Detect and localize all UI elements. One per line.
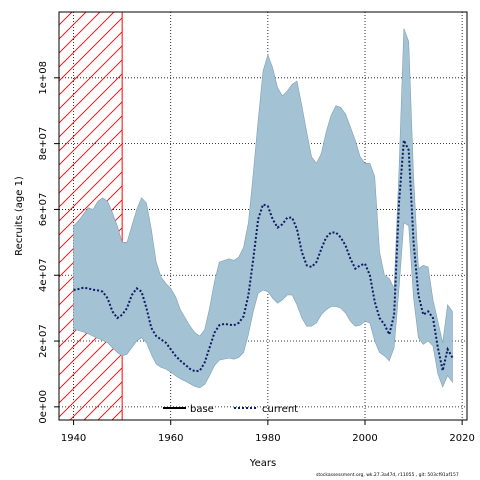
x-tick-label-1: 1960 (158, 433, 183, 444)
y-tick-label-1: 2e+07 (38, 324, 49, 358)
footer-credit: stockassessment.org, wk.27.3a47d, r11055… (316, 473, 459, 478)
y-tick-label-4: 8e+07 (38, 127, 49, 161)
x-tick-label-4: 2020 (449, 433, 474, 444)
y-tick-label-5: 1e+08 (38, 61, 49, 95)
x-axis-title: Years (249, 458, 276, 469)
series-line-layer (73, 136, 454, 373)
y-axis: 0e+00 2e+07 4e+07 6e+07 8e+07 1e+08 (38, 61, 59, 424)
y-tick-label-3: 6e+07 (38, 193, 49, 227)
series-line-current (73, 136, 454, 373)
x-tick-label-3: 2000 (352, 433, 377, 444)
legend-current-label: current (262, 404, 298, 415)
y-tick-label-2: 4e+07 (38, 258, 49, 292)
x-tick-label-0: 1940 (61, 433, 86, 444)
x-tick-label-2: 1980 (255, 433, 280, 444)
legend: base current (163, 404, 298, 415)
legend-base-label: base (190, 404, 214, 415)
y-tick-label-0: 0e+00 (38, 390, 49, 424)
confidence-band-layer (73, 28, 453, 389)
confidence-band (73, 28, 453, 389)
x-axis: 1940 1960 1980 2000 2020 (61, 420, 475, 444)
y-axis-title: Recruits (age 1) (14, 176, 25, 256)
plot-frame (58, 11, 468, 421)
